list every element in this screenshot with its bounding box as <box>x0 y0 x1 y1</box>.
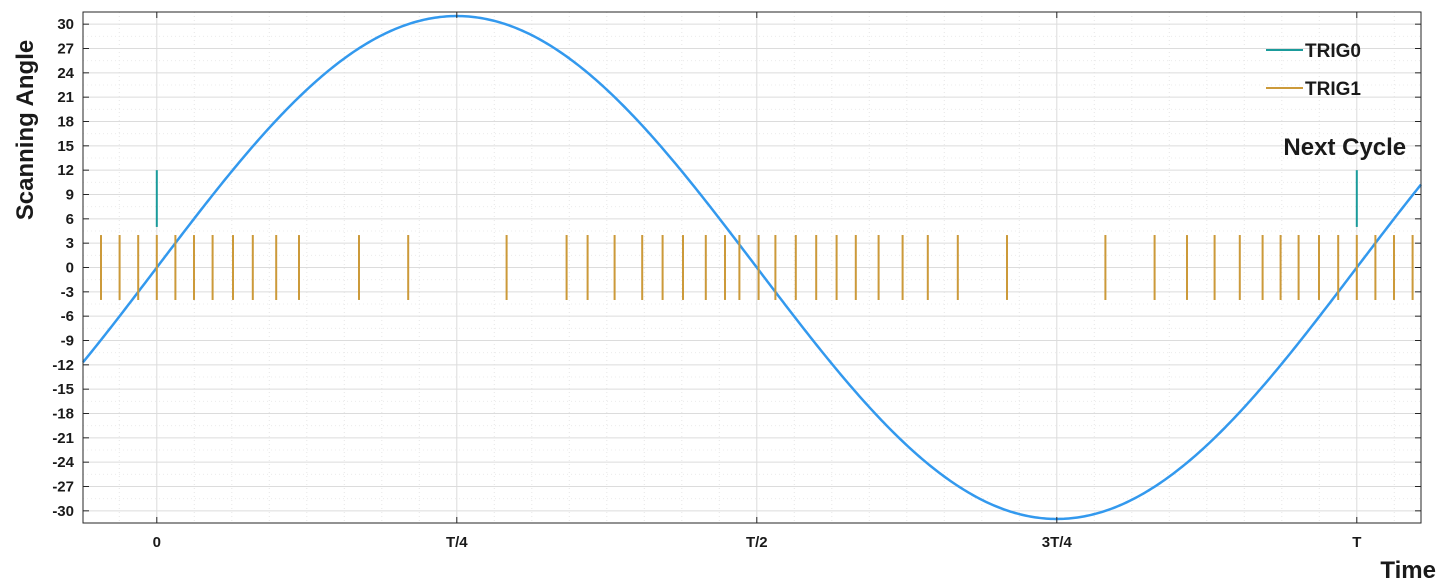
y-tick-label: 9 <box>66 187 74 204</box>
y-tick-label: -9 <box>61 333 74 350</box>
legend-label-trig1: TRIG1 <box>1305 79 1361 100</box>
x-tick-label: T/4 <box>446 534 468 551</box>
y-tick-label: -30 <box>52 503 74 520</box>
y-tick-label: 18 <box>57 114 74 131</box>
y-tick-label: -3 <box>61 284 74 301</box>
y-axis-title: Scanning Angle <box>12 40 39 220</box>
tick-layer: 302724211815129630-3-6-9-12-15-18-21-24-… <box>52 12 1421 551</box>
y-tick-label: 15 <box>57 138 74 155</box>
legend-label-trig0: TRIG0 <box>1305 41 1361 62</box>
y-tick-label: -12 <box>52 357 74 374</box>
grid-layer <box>83 11 1421 524</box>
y-tick-label: 21 <box>57 89 74 106</box>
y-tick-label: 30 <box>57 16 74 33</box>
y-tick-label: 24 <box>57 65 74 82</box>
y-tick-label: 6 <box>66 211 74 228</box>
y-tick-label: 27 <box>57 41 74 58</box>
x-tick-label: 0 <box>153 534 161 551</box>
trig1-series <box>100 235 1414 300</box>
x-tick-label: 3T/4 <box>1042 534 1073 551</box>
trig0-series <box>155 170 1358 227</box>
y-tick-label: -6 <box>61 308 74 325</box>
y-tick-label: -21 <box>52 430 74 447</box>
annotation-layer: Next Cycle <box>1283 134 1406 161</box>
scanning-angle-line <box>82 14 1422 521</box>
x-tick-label: T <box>1352 534 1361 551</box>
y-tick-label: -18 <box>52 406 74 423</box>
x-axis-title: Time <box>1380 557 1436 581</box>
y-tick-label: 12 <box>57 162 74 179</box>
y-tick-label: 3 <box>66 235 74 252</box>
x-tick-label: T/2 <box>746 534 768 551</box>
y-tick-label: -27 <box>52 479 74 496</box>
y-tick-label: 0 <box>66 260 74 277</box>
y-tick-label: -24 <box>52 454 74 471</box>
series-layer <box>82 14 1422 521</box>
legend: TRIG0 TRIG1 <box>1266 41 1361 100</box>
next-cycle-annotation: Next Cycle <box>1283 134 1406 161</box>
y-tick-label: -15 <box>52 381 74 398</box>
